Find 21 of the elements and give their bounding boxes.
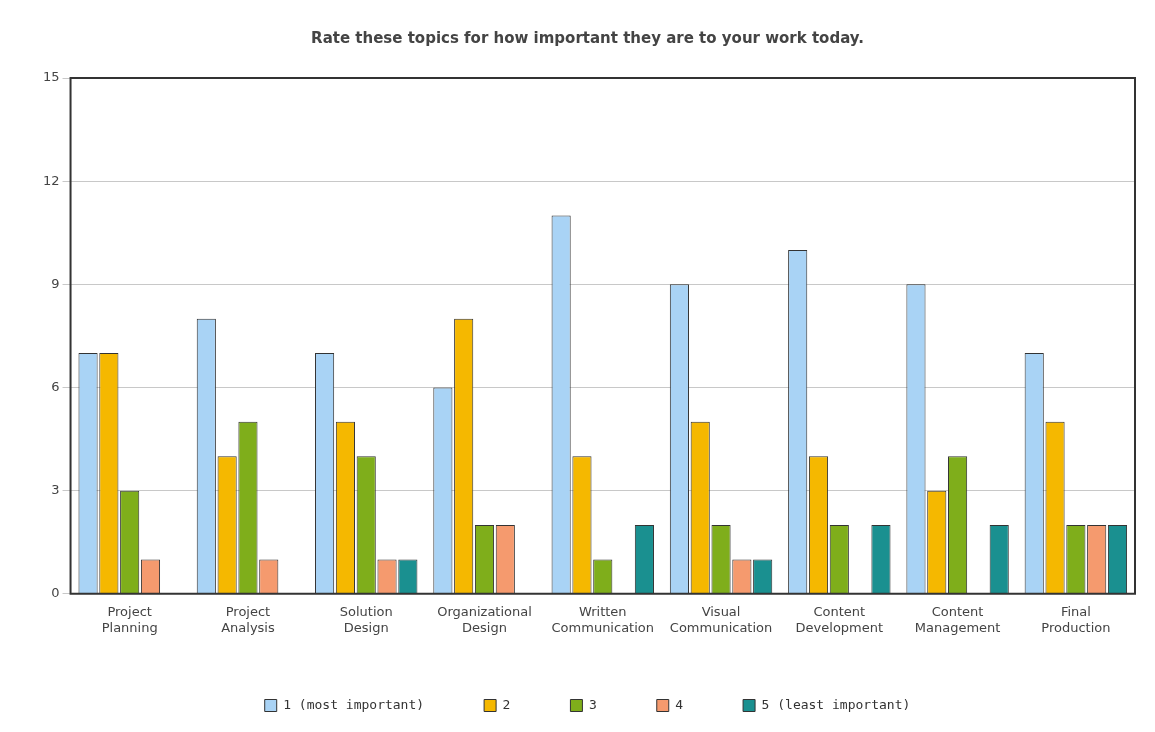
x-tick-label: Visual Communication (669, 603, 773, 635)
x-tick-label: Project Analysis (221, 603, 275, 635)
y-tick-label: 9 (51, 275, 60, 291)
legend-label: 5 (least important) (761, 696, 911, 712)
x-tick-label: Content Management (914, 603, 1001, 635)
legend-label: 3 (588, 696, 597, 712)
y-tick-label: 6 (51, 378, 60, 394)
x-tick-label: Written Communication (551, 603, 655, 635)
legend-label: 4 (675, 696, 684, 712)
y-tick-label: 3 (51, 482, 60, 498)
x-tick-label: Organizational Design (437, 603, 532, 635)
y-tick-label: 15 (43, 69, 60, 85)
y-tick-label: 12 (43, 172, 60, 188)
x-tick-label: Project Planning (101, 603, 158, 635)
legend-label: 1 (most important) (283, 696, 425, 712)
x-tick-label: Solution Design (339, 603, 393, 635)
chart-title: Rate these topics for how important they are to your work today. (311, 28, 864, 47)
x-tick-label: Content Development (795, 603, 884, 635)
y-tick-label: 0 (51, 585, 60, 601)
legend-label: 2 (502, 696, 511, 712)
x-tick-label: Final Production (1041, 603, 1111, 635)
